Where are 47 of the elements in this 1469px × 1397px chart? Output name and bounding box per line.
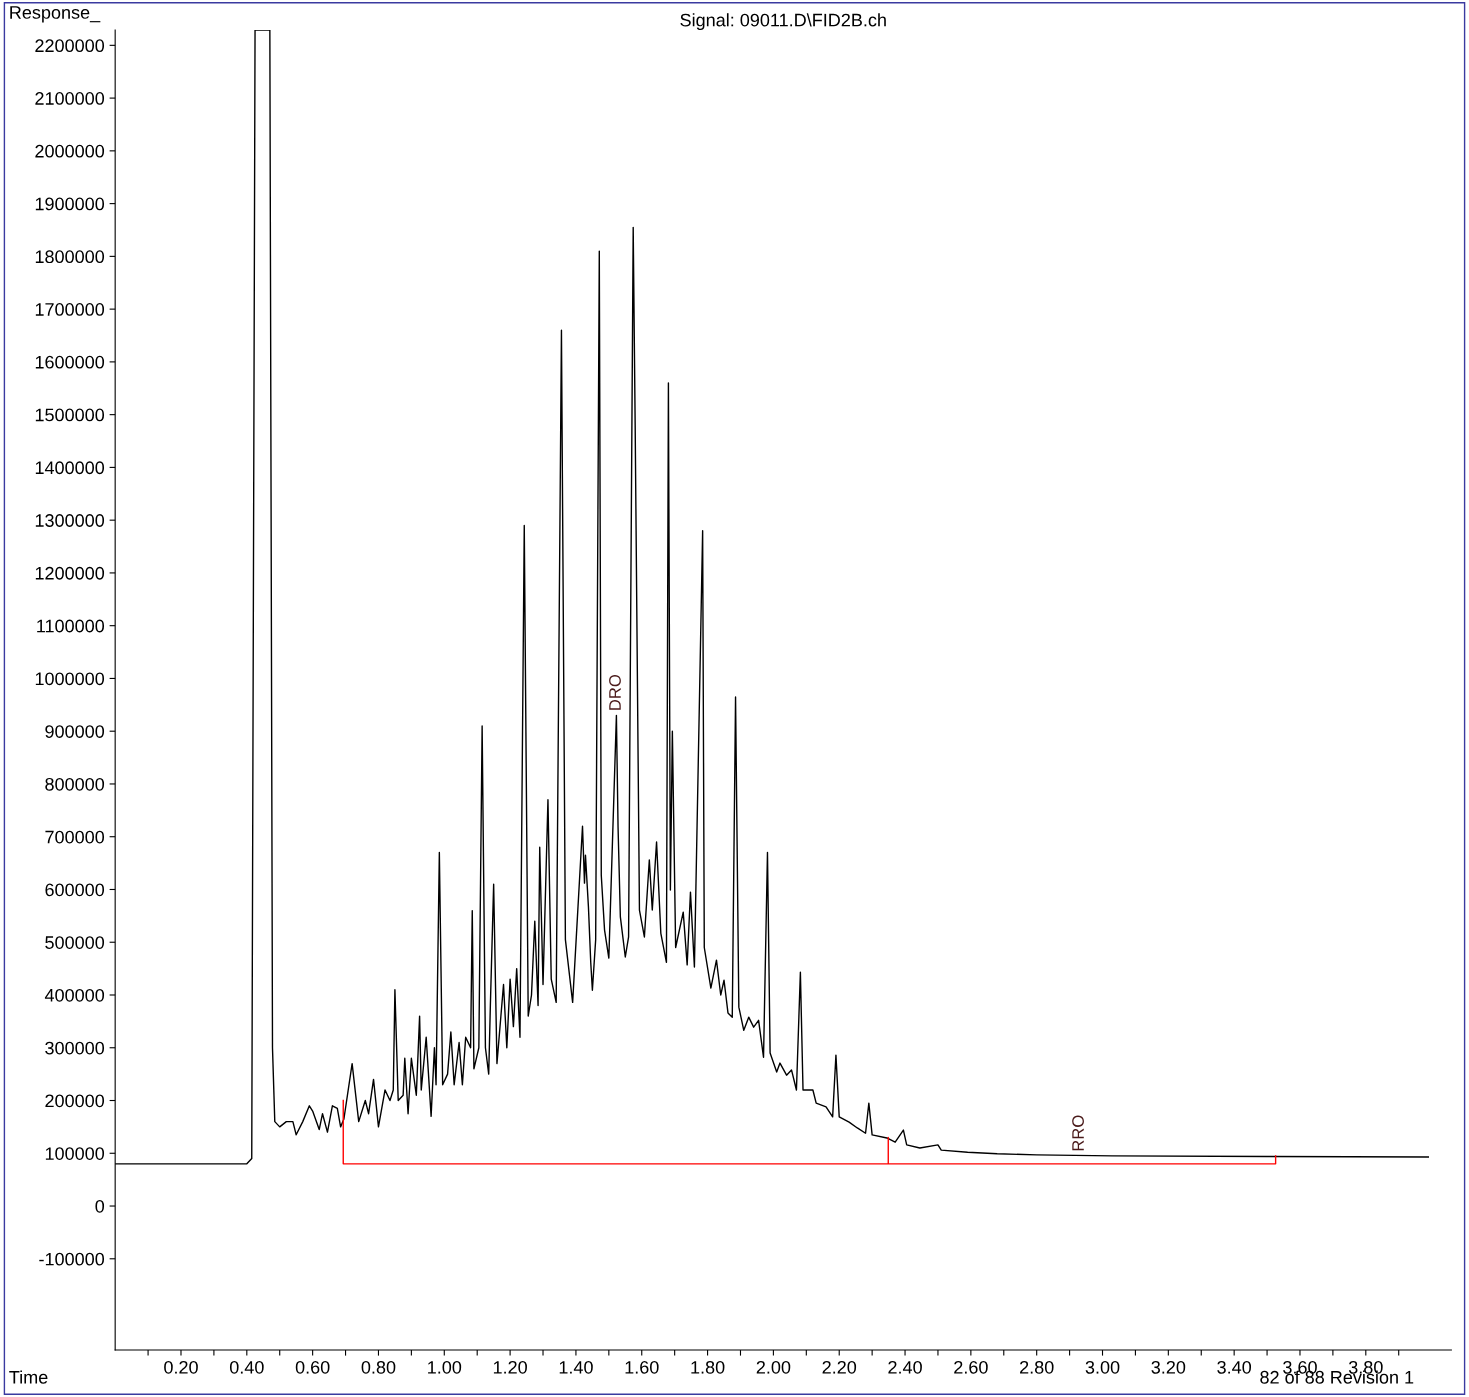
x-axis-title: Time bbox=[9, 1370, 48, 1384]
annotation: RRO bbox=[1072, 1115, 1084, 1151]
x-tick-label: 3.40 bbox=[1217, 1360, 1252, 1374]
y-tick-label: 1500000 bbox=[35, 408, 105, 422]
y-tick-label: -100000 bbox=[39, 1252, 105, 1266]
y-tick-label: 1100000 bbox=[37, 619, 105, 633]
x-tick-label: 0.40 bbox=[229, 1360, 264, 1374]
y-tick-label: 900000 bbox=[45, 725, 105, 738]
y-tick-label: 800000 bbox=[45, 777, 105, 791]
annotation: DRO bbox=[609, 674, 621, 710]
y-tick-label: 100000 bbox=[45, 1147, 105, 1160]
y-tick-label: 2200000 bbox=[35, 39, 105, 53]
y-tick-label: 1600000 bbox=[35, 355, 105, 369]
y-tick-label: 0 bbox=[95, 1199, 105, 1213]
y-tick-label: 500000 bbox=[45, 936, 105, 949]
y-tick-label: 1000000 bbox=[35, 672, 105, 686]
y-tick-label: 700000 bbox=[45, 830, 105, 844]
y-tick-label: 1700000 bbox=[35, 303, 105, 316]
line-series bbox=[342, 1099, 1277, 1165]
x-tick-label: 0.60 bbox=[295, 1360, 330, 1374]
y-tick-label: 300000 bbox=[45, 1041, 105, 1055]
x-tick-label: 2.60 bbox=[954, 1360, 988, 1374]
x-tick-label: 0.80 bbox=[361, 1360, 396, 1374]
y-tick-label: 2100000 bbox=[35, 92, 105, 105]
x-tick-label: 1.60 bbox=[625, 1360, 659, 1374]
chart-title: Signal: 09011.D\FID2B.ch bbox=[680, 13, 886, 31]
x-tick-label: 1.40 bbox=[559, 1360, 593, 1374]
x-tick-label: 2.80 bbox=[1020, 1360, 1054, 1374]
y-tick-label: 1900000 bbox=[35, 197, 105, 211]
y-tick-label: 400000 bbox=[44, 988, 105, 1002]
x-tick-label: 2.00 bbox=[756, 1360, 791, 1374]
x-tick-label: 1.20 bbox=[493, 1360, 527, 1374]
x-tick-label: 1.00 bbox=[428, 1360, 462, 1374]
y-tick-label: 1400000 bbox=[35, 461, 105, 475]
y-tick-label: 1800000 bbox=[35, 250, 105, 264]
y-tick-label: 1300000 bbox=[35, 514, 105, 527]
y-axis-title: Response_ bbox=[10, 6, 101, 23]
x-tick-label: 0.20 bbox=[164, 1360, 198, 1374]
y-tick-label: 1200000 bbox=[35, 566, 105, 580]
x-tick-label: 2.20 bbox=[822, 1360, 857, 1374]
y-tick-label: 600000 bbox=[45, 883, 105, 897]
x-tick-label: 3.00 bbox=[1085, 1360, 1120, 1374]
y-tick-label: 2000000 bbox=[35, 144, 105, 158]
y-tick-label: 200000 bbox=[45, 1094, 105, 1108]
x-tick-label: 3.20 bbox=[1151, 1360, 1186, 1374]
x-tick-label: 1.80 bbox=[691, 1360, 725, 1374]
x-tick-label: 2.40 bbox=[888, 1360, 922, 1374]
